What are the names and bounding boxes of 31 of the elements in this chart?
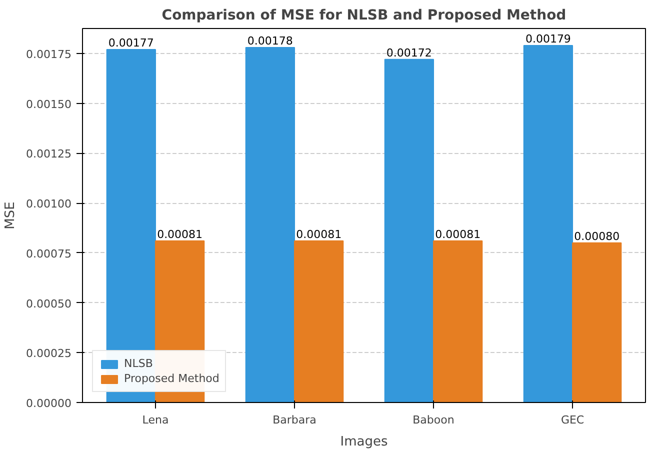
y-tick-label: 0.00075	[26, 247, 72, 260]
bar	[384, 58, 434, 402]
bar	[433, 240, 483, 402]
y-tick-label: 0.00125	[26, 148, 72, 161]
data-label: 0.00081	[157, 228, 203, 241]
y-tick-label: 0.00025	[26, 347, 72, 360]
x-tick-label: GEC	[560, 414, 584, 426]
data-label: 0.00172	[386, 46, 432, 60]
y-tick-label: 0.00000	[26, 397, 72, 410]
y-tick-label: 0.00175	[26, 48, 72, 61]
x-tick-label: Baboon	[412, 414, 454, 426]
data-label: 0.00081	[435, 228, 481, 241]
y-tick-label: 0.00100	[26, 198, 72, 211]
x-tick-label: Lena	[142, 414, 169, 426]
bar	[523, 44, 574, 402]
data-label: 0.00177	[108, 36, 154, 50]
y-tick-label: 0.00150	[26, 98, 72, 111]
data-label: 0.00179	[525, 32, 571, 46]
x-tick-label: Barbara	[272, 414, 316, 426]
data-label: 0.00178	[247, 34, 293, 48]
chart-title: Comparison of MSE for NLSB and Proposed Method	[162, 8, 566, 24]
data-label: 0.00081	[296, 228, 342, 241]
bar	[572, 242, 622, 402]
x-axis-title: Images	[340, 434, 388, 450]
legend-label: Proposed Method	[124, 372, 220, 385]
y-tick-label: 0.00050	[26, 297, 72, 310]
bar	[245, 46, 295, 402]
legend-label: NLSB	[124, 357, 153, 370]
data-label: 0.00080	[574, 230, 620, 243]
bar	[294, 240, 344, 402]
y-axis-title: MSE	[3, 202, 18, 230]
